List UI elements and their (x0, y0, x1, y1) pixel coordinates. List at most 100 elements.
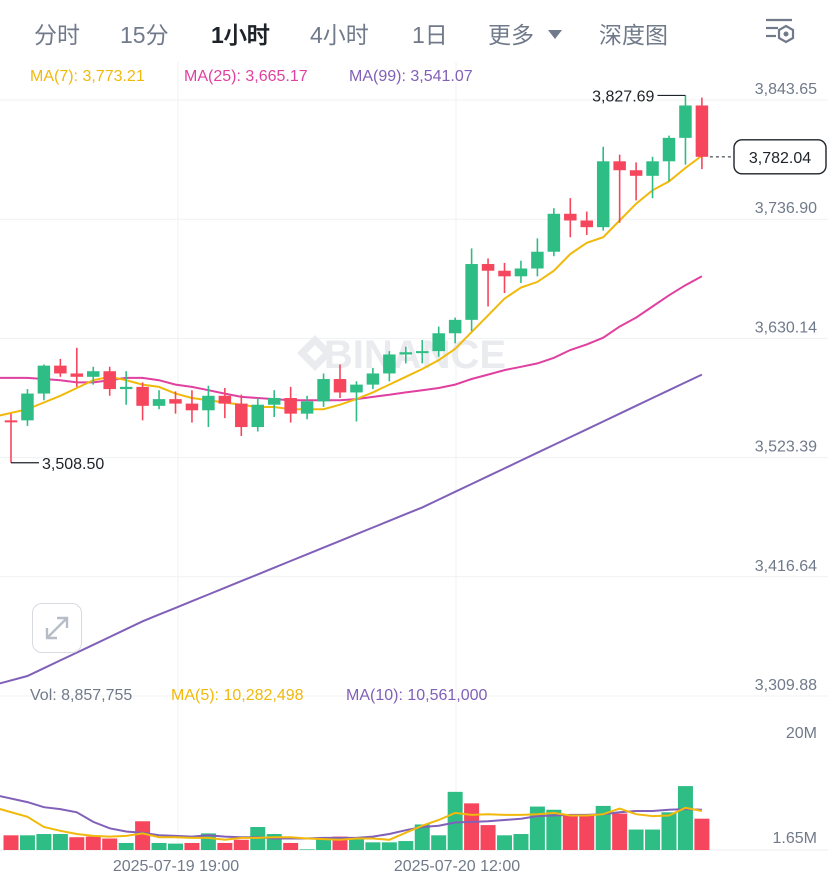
volume-bar (348, 837, 364, 850)
volume-bar (414, 824, 430, 850)
volume-bar (316, 837, 332, 850)
candle-body (267, 398, 281, 405)
tab-1h[interactable]: 1小时 (211, 22, 270, 48)
volume-bar (381, 842, 397, 850)
candle-body (87, 371, 100, 377)
candle-body (514, 268, 528, 277)
tab-1d[interactable]: 1日 (412, 22, 448, 48)
candle-body (646, 161, 659, 176)
candle-body (695, 105, 709, 157)
price-tick-label: 3,416.64 (755, 558, 817, 575)
volume-ma10-legend: MA(10): 10,561,000 (346, 687, 488, 704)
volume-bar (168, 843, 183, 850)
ma99-legend: MA(99): 3,541.07 (349, 68, 473, 85)
last-price-label: 3,782.04 (749, 150, 811, 167)
candle-body (613, 161, 626, 171)
volume-bar (694, 818, 710, 850)
volume-bar (299, 849, 315, 850)
tab-depth[interactable]: 深度图 (599, 22, 668, 48)
watermark-text: BINANCE (324, 333, 506, 377)
candle-body (54, 365, 67, 374)
volume-tick-label: 20M (786, 725, 817, 742)
volume-bar (645, 829, 661, 850)
tab-15m[interactable]: 15分 (120, 22, 169, 48)
volume-bar (431, 835, 447, 850)
candle-body (119, 386, 133, 390)
candle-body (547, 213, 561, 252)
volume-bar (464, 803, 480, 850)
volume-bar (19, 835, 35, 850)
tab-4h[interactable]: 4小时 (310, 22, 369, 48)
high-price-label: 3,827.69 (592, 88, 654, 105)
volume-bar (233, 839, 249, 850)
volume-bar (628, 829, 644, 850)
expand-arrows-icon[interactable] (32, 603, 82, 653)
candle-body (383, 354, 396, 374)
volume-bar (217, 842, 233, 850)
candle-body (399, 352, 413, 355)
low-price-label: 3,508.50 (42, 456, 104, 473)
ma7-legend: MA(7): 3,773.21 (30, 68, 145, 85)
settings-sliders-icon[interactable] (762, 14, 798, 50)
candle-body (152, 399, 166, 406)
volume-bar (661, 812, 677, 850)
candle-body (4, 420, 18, 423)
candle-body (185, 403, 199, 411)
volume-bar (283, 842, 299, 850)
volume-bar (595, 805, 611, 850)
volume-bar (151, 842, 167, 850)
volume-bar (579, 814, 595, 850)
candle-body (202, 395, 215, 411)
volume-bar (612, 813, 628, 850)
candle-body (662, 137, 676, 162)
candle-body (629, 170, 643, 176)
volume-bar (36, 834, 52, 850)
candle-body (235, 403, 248, 428)
volume-bar (102, 838, 118, 850)
volume-bar (52, 834, 68, 850)
binance-logo-icon (297, 335, 333, 371)
volume-bar (118, 842, 134, 850)
candle-body (317, 379, 330, 402)
candle-body (136, 386, 149, 406)
candle-body (432, 333, 445, 352)
candle-body (218, 395, 232, 404)
volume-bar (69, 837, 85, 850)
ma99-line (0, 373, 703, 685)
price-tick-label: 3,843.65 (755, 81, 817, 98)
tab-more[interactable]: 更多 (488, 16, 562, 50)
candle-body (596, 161, 610, 228)
volume-bar (135, 821, 151, 850)
candle-body (350, 384, 363, 393)
candle-body (366, 373, 380, 385)
volume-bar (497, 835, 512, 850)
volume-bar (85, 836, 101, 850)
candle-body (679, 105, 692, 138)
volume-bar (365, 842, 381, 850)
tab-time-share[interactable]: 分时 (34, 22, 80, 48)
volume-bar (480, 825, 496, 850)
candle-body (70, 373, 84, 377)
candle-body (284, 398, 297, 414)
candle-body (333, 379, 347, 393)
volume-bar (184, 842, 200, 850)
candle-body (21, 393, 34, 421)
candle-body (465, 264, 478, 320)
volume-bar (562, 814, 578, 850)
ma25-legend: MA(25): 3,665.17 (184, 68, 308, 85)
volume-bar (398, 841, 414, 850)
volume-tick-label: 1.65M (773, 830, 817, 847)
candle-body (37, 365, 51, 394)
volume-ma5-legend: MA(5): 10,282,498 (171, 687, 304, 704)
price-tick-label: 3,736.90 (755, 200, 817, 217)
interval-tab-bar: 分时 15分 1小时 4小时 1日 更多 深度图 (0, 0, 828, 62)
time-axis-label: 2025-07-20 12:00 (394, 858, 520, 873)
candle-body (416, 351, 429, 354)
price-tick-label: 3,309.88 (755, 677, 817, 694)
candle-body (564, 213, 577, 221)
candle-body (251, 404, 264, 428)
candle-body (531, 251, 544, 269)
candle-body (103, 371, 116, 390)
volume-bar (513, 834, 529, 850)
